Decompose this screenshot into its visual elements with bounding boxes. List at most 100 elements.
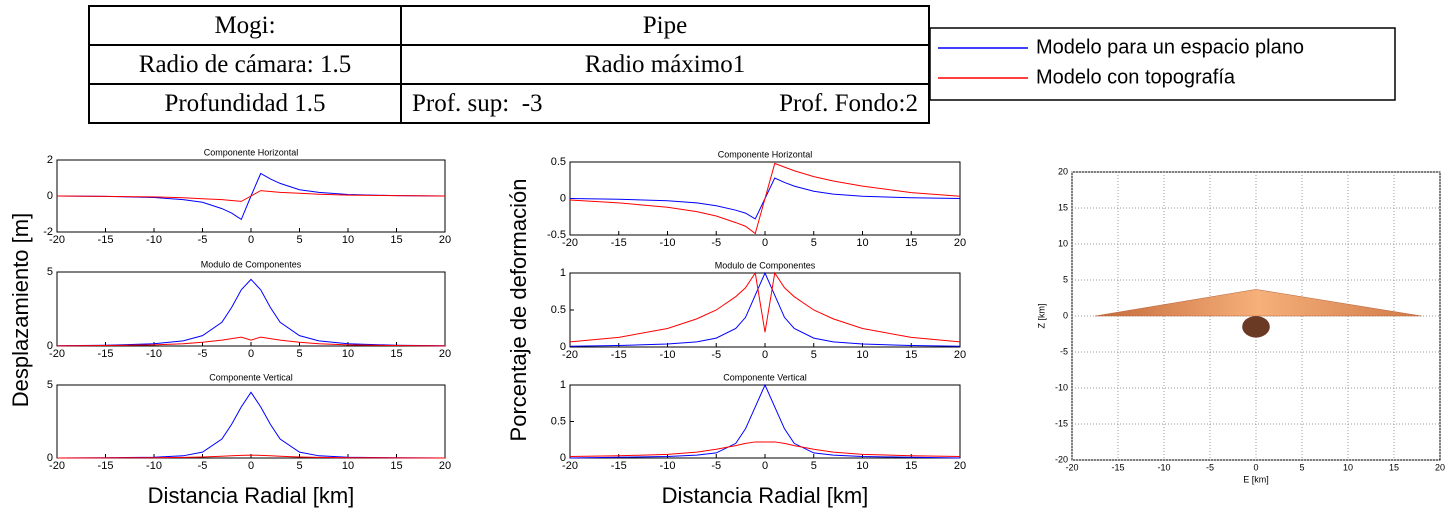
legend-label: Modelo para un espacio plano [1036, 36, 1304, 58]
subplot-title: Componente Horizontal [204, 147, 299, 157]
x-tick-label: -20 [1065, 462, 1078, 472]
x-tick-label: 5 [811, 237, 817, 249]
x-tick-label: -10 [660, 460, 676, 472]
x-tick-label: 10 [342, 234, 354, 246]
y-tick-label: -0.5 [547, 229, 566, 241]
x-tick-label: -5 [711, 349, 721, 361]
parameter-table: Mogi: Pipe Radio de cámara: 1.5 Radio máxi… [88, 5, 930, 124]
data-line [56, 391, 446, 459]
y-tick-label: 0 [47, 340, 53, 352]
x-tick-label: 15 [390, 348, 402, 360]
x-tick-label: 10 [1343, 462, 1353, 472]
x-tick-label: -5 [711, 460, 721, 472]
x-tick-label: 0 [248, 460, 254, 472]
x-tick-label: 20 [1435, 462, 1445, 472]
subplot-title: Componente Horizontal [718, 149, 813, 159]
x-tick-label: 0 [762, 460, 768, 472]
y-tick-label: 1 [560, 267, 566, 279]
x-tick-label: 20 [954, 237, 966, 249]
x-tick-label: 0 [1253, 462, 1258, 472]
cell-text: Prof. sup: -3 [412, 89, 543, 117]
y-tick-label: 0 [47, 190, 53, 202]
data-line [569, 271, 961, 347]
x-tick-label: -20 [562, 237, 578, 249]
x-tick-label: -15 [611, 460, 627, 472]
x-tick-label: -15 [1111, 462, 1124, 472]
data-line [56, 336, 446, 347]
y-tick-label: 5 [47, 266, 53, 278]
x-tick-label: -5 [198, 460, 208, 472]
x-tick-label: -10 [1157, 462, 1170, 472]
y-tick-label: 0 [560, 341, 566, 353]
y-tick-label: 0.5 [551, 304, 566, 316]
x-tick-label: 0 [248, 234, 254, 246]
data-line [569, 441, 961, 458]
cell: Radio máximo1 [400, 44, 930, 85]
y-axis-label: Desplazamiento [m] [8, 213, 33, 407]
axes-frame [56, 384, 446, 459]
x-tick-label: 20 [954, 349, 966, 361]
y-tick-label: 2 [47, 154, 53, 166]
subplot-title: Modulo de Componentes [201, 259, 302, 269]
legend-label: Modelo con topografía [1036, 66, 1236, 88]
x-tick-label: 15 [905, 237, 917, 249]
x-tick-label: -10 [660, 237, 676, 249]
x-tick-label: -10 [146, 234, 162, 246]
x-tick-label: -5 [1206, 462, 1214, 472]
axes-frame [569, 384, 961, 459]
y-tick-label: 0 [1063, 310, 1068, 320]
x-tick-label: -15 [98, 234, 114, 246]
x-tick-label: -15 [98, 460, 114, 472]
x-tick-label: 20 [439, 234, 451, 246]
data-line [569, 383, 961, 459]
x-tick-label: 5 [296, 460, 302, 472]
y-axis-label: Porcentaje de deformación [506, 179, 531, 442]
topography-surface [1094, 289, 1422, 317]
x-tick-label: -20 [562, 349, 578, 361]
cell: Pipe [400, 5, 930, 46]
cell: Prof. sup: -3 Prof. Fondo:2 [400, 83, 930, 124]
x-tick-label: 0 [248, 348, 254, 360]
axes-frame [56, 271, 446, 347]
x-tick-label: 0 [762, 237, 768, 249]
data-line [56, 454, 446, 459]
y-tick-label: -15 [1055, 418, 1068, 428]
x-tick-label: 10 [856, 237, 868, 249]
y-tick-label: -20 [1055, 454, 1068, 464]
x-tick-label: 10 [856, 349, 868, 361]
x-tick-label: -10 [146, 460, 162, 472]
x-tick-label: -20 [49, 234, 65, 246]
x-tick-label: 5 [811, 349, 817, 361]
y-tick-label: 1 [560, 379, 566, 391]
x-tick-label: -10 [146, 348, 162, 360]
x-tick-label: 5 [1299, 462, 1304, 472]
cell-text: Prof. Fondo:2 [779, 89, 918, 117]
x-tick-label: -5 [198, 234, 208, 246]
y-tick-label: 0 [560, 192, 566, 204]
y-tick-label: 0.5 [551, 415, 566, 427]
y-tick-label: 10 [1058, 238, 1068, 248]
x-tick-label: 15 [905, 349, 917, 361]
x-tick-label: 15 [1389, 462, 1399, 472]
x-tick-label: 20 [439, 348, 451, 360]
cell: Profundidad 1.5 [88, 83, 402, 124]
x-tick-label: 20 [439, 460, 451, 472]
x-tick-label: 5 [811, 460, 817, 472]
x-tick-label: -15 [98, 348, 114, 360]
data-line [569, 271, 961, 343]
x-tick-label: -20 [562, 460, 578, 472]
data-line [569, 162, 961, 235]
y-tick-label: -5 [1060, 346, 1068, 356]
data-line [56, 190, 446, 202]
y-tick-label: -10 [1055, 382, 1068, 392]
cell: Radio de cámara: 1.5 [88, 44, 402, 85]
y-tick-label: 0 [560, 452, 566, 464]
cell: Mogi: [88, 5, 402, 46]
x-tick-label: -20 [49, 348, 65, 360]
x-tick-label: -5 [198, 348, 208, 360]
x-tick-label: 5 [296, 348, 302, 360]
y-tick-label: 5 [1063, 274, 1068, 284]
y-tick-label: 15 [1058, 202, 1068, 212]
